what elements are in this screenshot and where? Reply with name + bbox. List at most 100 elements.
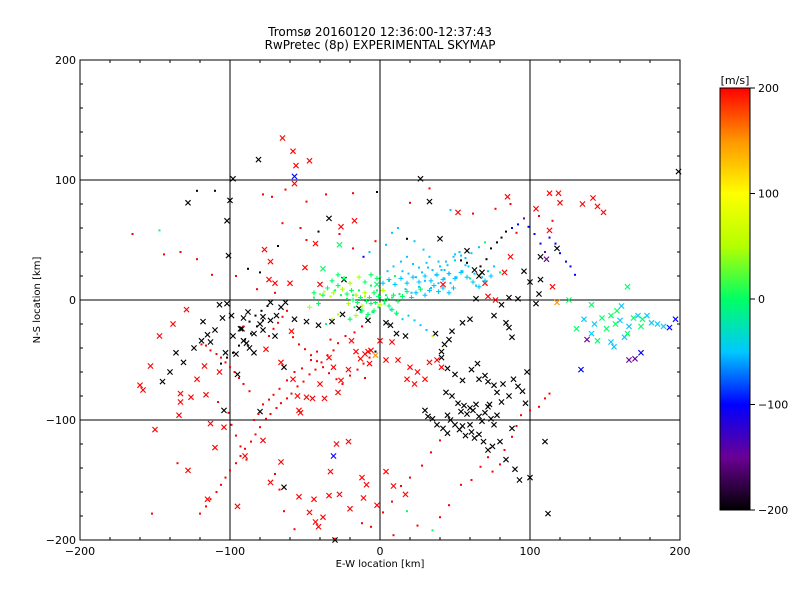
data-point-dot xyxy=(413,319,416,322)
data-point-dot xyxy=(484,241,486,244)
data-point-cross xyxy=(360,495,367,501)
data-point-cross xyxy=(455,209,461,216)
data-point-dot xyxy=(496,241,498,244)
data-point-cross xyxy=(503,319,509,326)
data-point-dot xyxy=(335,378,338,381)
data-point-plus xyxy=(464,274,470,280)
data-point-cross xyxy=(444,365,451,372)
data-point-cross xyxy=(383,357,389,363)
data-point-cross xyxy=(279,135,286,141)
data-point-plus xyxy=(368,301,374,306)
data-point-dot xyxy=(407,314,410,317)
data-point-cross xyxy=(267,479,274,486)
data-point-dot xyxy=(409,201,411,204)
data-point-cross xyxy=(579,201,586,207)
data-point-cross xyxy=(216,369,223,375)
data-point-cross xyxy=(666,324,673,331)
data-point-plus xyxy=(404,280,410,286)
data-point-dot xyxy=(551,219,554,222)
data-point-plus xyxy=(316,301,321,306)
data-point-cross xyxy=(287,280,293,287)
data-point-dot xyxy=(503,449,506,451)
data-point-cross xyxy=(407,364,413,371)
data-point-dot xyxy=(205,344,207,347)
data-point-cross xyxy=(260,437,266,444)
data-point-dot xyxy=(304,348,306,351)
data-point-dot xyxy=(242,383,245,385)
data-point-dot xyxy=(328,372,330,375)
data-point-dot xyxy=(239,455,242,457)
data-point-plus xyxy=(346,301,351,306)
data-point-cross xyxy=(225,252,232,259)
data-point-cross xyxy=(494,389,500,396)
data-point-dot xyxy=(325,323,327,325)
data-point-dot xyxy=(323,290,326,293)
data-point-cross xyxy=(492,297,499,303)
data-point-dot xyxy=(406,237,408,240)
colorbar-label: [m/s] xyxy=(721,74,750,87)
data-point-dot xyxy=(376,289,378,292)
data-point-dot xyxy=(385,243,387,246)
data-point-dot xyxy=(523,217,525,220)
colorbar-tick-label: 200 xyxy=(758,82,779,95)
data-point-dot xyxy=(226,356,228,359)
data-point-dot xyxy=(460,259,462,262)
data-point-plus xyxy=(440,285,446,291)
data-point-plus xyxy=(320,292,326,298)
data-point-plus xyxy=(458,270,464,275)
data-point-cross xyxy=(440,425,446,432)
data-point-plus xyxy=(470,279,476,285)
data-point-dot xyxy=(439,265,441,268)
data-point-dot xyxy=(254,433,257,436)
data-point-dot xyxy=(443,269,446,271)
data-point-dot xyxy=(538,215,540,217)
data-point-cross xyxy=(330,453,337,459)
data-point-cross xyxy=(566,297,572,303)
data-point-plus xyxy=(341,276,347,281)
data-point-dot xyxy=(277,245,279,247)
data-point-cross xyxy=(242,453,248,459)
data-point-dot xyxy=(424,279,426,282)
data-point-cross xyxy=(464,411,470,417)
data-point-cross xyxy=(473,295,479,302)
data-point-cross xyxy=(506,324,512,331)
data-point-dot xyxy=(409,476,411,479)
data-point-dot xyxy=(196,258,198,261)
data-point-dot xyxy=(479,265,482,268)
data-point-dot xyxy=(302,380,305,383)
data-point-dot xyxy=(559,252,561,255)
data-point-dot xyxy=(491,470,494,473)
data-point-dot xyxy=(544,251,546,253)
data-point-cross xyxy=(221,407,227,414)
data-point-dot xyxy=(379,275,381,277)
data-point-dot xyxy=(359,311,362,313)
data-point-dot xyxy=(371,311,374,313)
data-point-cross xyxy=(335,389,341,396)
data-point-cross xyxy=(278,304,284,311)
data-point-plus xyxy=(367,295,372,300)
data-point-cross xyxy=(443,389,449,396)
data-point-cross xyxy=(501,269,508,276)
data-point-dot xyxy=(421,271,423,274)
data-point-dot xyxy=(437,282,440,285)
data-point-dot xyxy=(397,227,399,229)
data-point-cross xyxy=(393,330,400,337)
data-point-plus xyxy=(373,300,378,305)
data-point-dot xyxy=(275,407,278,409)
data-point-cross xyxy=(387,322,394,329)
data-point-plus xyxy=(404,289,410,294)
data-point-cross xyxy=(470,407,476,414)
data-point-plus xyxy=(410,274,416,280)
data-point-cross xyxy=(468,429,475,435)
data-point-cross xyxy=(257,321,263,327)
data-point-dot xyxy=(469,277,471,280)
data-point-dot xyxy=(250,440,252,443)
data-point-cross xyxy=(588,330,595,337)
data-point-plus xyxy=(440,277,446,282)
data-point-dot xyxy=(313,296,315,299)
data-point-cross xyxy=(272,333,278,339)
data-point-cross xyxy=(479,269,485,276)
data-point-cross xyxy=(183,306,190,313)
data-point-cross xyxy=(207,420,214,427)
